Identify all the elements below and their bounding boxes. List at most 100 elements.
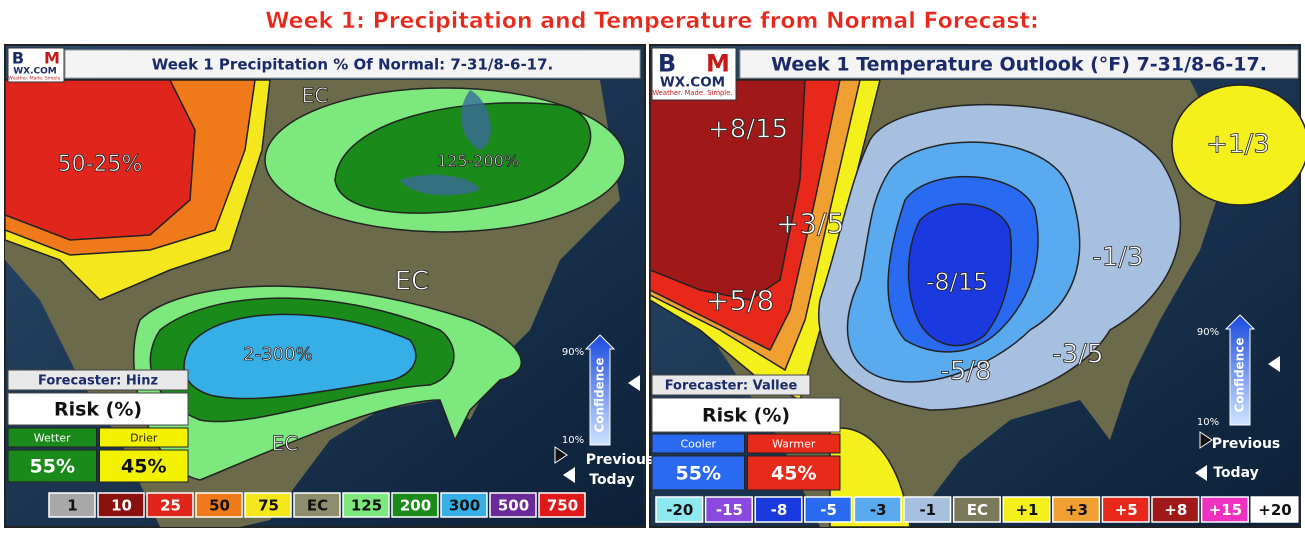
legend-label: 75 bbox=[258, 497, 279, 515]
forecaster-bar bbox=[651, 374, 811, 396]
map-label: EC bbox=[395, 267, 430, 297]
risk-label: Drier bbox=[130, 432, 158, 445]
risk-title: Risk (%) bbox=[702, 405, 790, 427]
logo-box bbox=[7, 47, 65, 83]
map-label: +8/15 bbox=[708, 115, 788, 145]
risk-label-cell bbox=[7, 427, 97, 448]
legend-swatch bbox=[1151, 496, 1200, 523]
map-label: +5/8 bbox=[706, 284, 775, 317]
legend-swatch bbox=[244, 492, 292, 518]
legend-swatch bbox=[1200, 496, 1249, 523]
legend-swatch bbox=[195, 492, 243, 518]
logo-letter: M bbox=[44, 49, 60, 68]
risk-label-cell bbox=[99, 427, 189, 448]
legend-label: 25 bbox=[160, 497, 181, 515]
legend-label: +15 bbox=[1209, 501, 1242, 519]
legend-swatch bbox=[704, 496, 753, 523]
heading-bar bbox=[64, 49, 641, 79]
legend-label: 300 bbox=[449, 497, 480, 515]
legend-label: +1 bbox=[1015, 501, 1038, 519]
previous-marker bbox=[1199, 431, 1213, 449]
legend-label: +5 bbox=[1115, 501, 1138, 519]
risk-label: Warmer bbox=[772, 438, 816, 451]
map-label: 2-300% bbox=[243, 344, 312, 365]
confidence-label: Confidence bbox=[593, 357, 607, 432]
map-label: -8/15 bbox=[926, 268, 989, 296]
page-title: Week 1: Precipitation and Temperature fr… bbox=[265, 9, 1039, 34]
legend-label: EC bbox=[967, 501, 988, 519]
legend-label: EC bbox=[307, 497, 328, 515]
legend-swatch bbox=[1250, 496, 1299, 523]
legend-label: -3 bbox=[870, 501, 887, 519]
heading-bar bbox=[739, 49, 1299, 79]
legend-swatch bbox=[48, 492, 96, 518]
legend-swatch bbox=[440, 492, 488, 518]
legend-label: 10 bbox=[111, 497, 132, 515]
risk-value-cell bbox=[7, 449, 97, 483]
logo-letter: B bbox=[12, 49, 24, 68]
logo-tagline: Weather. Made. Simple. bbox=[8, 76, 61, 82]
risk-value: 55% bbox=[676, 463, 721, 485]
legend-label: +20 bbox=[1258, 501, 1291, 519]
risk-value-cell bbox=[747, 455, 841, 491]
map-label: 50-25% bbox=[58, 152, 143, 177]
today-label: Today bbox=[589, 472, 634, 488]
logo-letter: M bbox=[706, 50, 730, 78]
logo-tagline: Weather. Made. Simple. bbox=[653, 89, 733, 97]
today-marker bbox=[1268, 356, 1280, 372]
logo-box bbox=[651, 47, 737, 101]
risk-label-cell bbox=[651, 433, 745, 454]
legend-swatch bbox=[489, 492, 537, 518]
legend-label: 500 bbox=[498, 497, 529, 515]
temp-map bbox=[649, 44, 1305, 528]
legend-label: -15 bbox=[716, 501, 743, 519]
map-label: 125-200% bbox=[437, 152, 519, 171]
previous-label: Previous bbox=[586, 452, 655, 468]
legend-label: -5 bbox=[820, 501, 837, 519]
risk-value: 45% bbox=[121, 456, 166, 478]
risk-label: Wetter bbox=[34, 432, 71, 445]
legend-label: 750 bbox=[547, 497, 578, 515]
map-label: +1/3 bbox=[1206, 130, 1270, 160]
risk-value-cell bbox=[99, 449, 189, 483]
legend-swatch bbox=[342, 492, 390, 518]
logo-site: WX.COM bbox=[660, 75, 725, 91]
confidence-arrow bbox=[1224, 314, 1256, 426]
previous-marker bbox=[554, 446, 568, 464]
legend-swatch bbox=[1101, 496, 1150, 523]
legend-swatch bbox=[754, 496, 803, 523]
heading: Week 1 Temperature Outlook (°F) 7-31/8-6… bbox=[771, 54, 1267, 76]
legend-label: -8 bbox=[771, 501, 788, 519]
legend-label: -1 bbox=[919, 501, 936, 519]
confidence-high: 90% bbox=[1197, 327, 1219, 338]
forecaster: Forecaster: Hinz bbox=[38, 374, 158, 389]
legend-label: -20 bbox=[666, 501, 693, 519]
legend-swatch bbox=[146, 492, 194, 518]
logo-site: WX.COM bbox=[13, 67, 57, 77]
map-label: -3/5 bbox=[1052, 340, 1103, 370]
logo-letter: B bbox=[658, 50, 676, 78]
legend-swatch bbox=[391, 492, 439, 518]
confidence-high: 90% bbox=[562, 347, 584, 358]
legend-label: 1 bbox=[67, 497, 77, 515]
legend-swatch bbox=[655, 496, 704, 523]
confidence-label: Confidence bbox=[1233, 337, 1247, 412]
forecaster-bar bbox=[7, 369, 189, 391]
today-marker bbox=[563, 467, 575, 483]
today-label: Today bbox=[1213, 465, 1258, 481]
today-marker bbox=[628, 375, 640, 391]
legend-swatch bbox=[853, 496, 902, 523]
confidence-low: 10% bbox=[1197, 417, 1219, 428]
confidence-arrow bbox=[584, 334, 616, 446]
legend-swatch bbox=[1002, 496, 1051, 523]
risk-box bbox=[651, 397, 841, 433]
risk-label: Cooler bbox=[681, 438, 717, 451]
risk-title: Risk (%) bbox=[54, 399, 142, 421]
map-label: -1/3 bbox=[1092, 243, 1143, 273]
legend-swatch bbox=[952, 496, 1001, 523]
confidence-low: 10% bbox=[562, 435, 584, 446]
legend-label: 50 bbox=[209, 497, 230, 515]
legend-label: 200 bbox=[400, 497, 431, 515]
